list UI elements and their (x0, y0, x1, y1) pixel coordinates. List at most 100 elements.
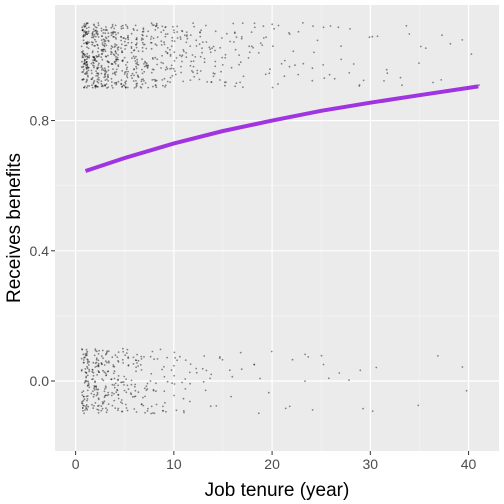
data-point (92, 28, 95, 31)
data-point (92, 56, 95, 59)
data-point (135, 411, 138, 413)
data-point (107, 394, 110, 396)
data-point (120, 401, 122, 403)
data-point (93, 23, 95, 26)
data-point (174, 357, 177, 359)
data-point (166, 380, 169, 383)
data-point (102, 402, 105, 404)
data-point (175, 57, 178, 59)
data-point (144, 411, 147, 414)
data-point (185, 52, 188, 54)
data-point (121, 24, 124, 27)
data-point (92, 61, 94, 64)
data-point (151, 79, 154, 81)
data-point (120, 47, 122, 49)
data-point (86, 55, 89, 58)
data-point (104, 42, 106, 45)
data-point (106, 60, 109, 63)
data-point (337, 26, 340, 29)
data-point (127, 364, 130, 367)
data-point (115, 52, 118, 55)
data-point (478, 84, 481, 86)
data-point (102, 38, 105, 41)
data-point (206, 81, 209, 83)
data-point (120, 79, 123, 81)
data-point (156, 358, 159, 360)
data-point (139, 363, 142, 366)
data-point (176, 31, 179, 33)
data-point (164, 26, 167, 28)
data-point (95, 385, 97, 388)
data-point (113, 386, 116, 389)
data-point (136, 63, 139, 66)
data-point (81, 56, 84, 59)
data-point (142, 30, 145, 33)
data-point (83, 33, 85, 36)
data-point (135, 43, 137, 46)
data-point (214, 49, 216, 52)
data-point (93, 24, 95, 27)
data-point (117, 359, 119, 362)
data-point (94, 45, 96, 47)
data-point (83, 86, 86, 89)
data-point (173, 394, 176, 397)
data-point (85, 58, 88, 61)
data-point (122, 362, 125, 364)
y-tick-label: 0.8 (30, 113, 50, 129)
data-point (140, 78, 143, 81)
data-point (121, 85, 124, 88)
data-point (233, 31, 236, 34)
data-point (103, 76, 106, 79)
data-point (174, 70, 176, 72)
data-point (146, 382, 149, 385)
data-point (100, 85, 103, 88)
data-point (98, 62, 100, 65)
data-point (82, 65, 85, 68)
data-point (85, 73, 87, 75)
data-point (101, 52, 103, 55)
data-point (145, 65, 148, 67)
data-point (124, 44, 126, 47)
data-point (104, 70, 106, 73)
data-point (93, 65, 96, 67)
data-point (96, 30, 99, 33)
data-point (83, 62, 86, 65)
data-point (359, 369, 362, 372)
data-point (240, 37, 243, 40)
data-point (209, 405, 212, 408)
data-point (165, 50, 167, 53)
data-point (110, 81, 113, 83)
data-point (120, 25, 123, 28)
data-point (288, 65, 291, 68)
data-point (162, 410, 164, 412)
data-point (181, 381, 184, 384)
data-point (94, 60, 97, 62)
data-point (86, 61, 88, 63)
data-point (114, 36, 117, 39)
data-point (219, 79, 221, 81)
data-point (82, 78, 85, 80)
data-point (134, 383, 137, 386)
data-point (183, 34, 186, 37)
data-point (271, 86, 274, 89)
data-point (86, 46, 88, 49)
data-point (338, 372, 341, 374)
data-point (80, 66, 83, 68)
data-point (83, 54, 86, 57)
data-point (203, 57, 206, 60)
data-point (126, 86, 129, 89)
fit-curve (84, 84, 479, 173)
data-point (399, 76, 402, 79)
data-point (106, 60, 109, 62)
data-point (142, 43, 145, 46)
data-point (122, 350, 125, 353)
data-point (140, 86, 143, 89)
data-point (142, 28, 145, 31)
data-point (98, 371, 100, 373)
data-point (117, 379, 119, 382)
data-point (112, 364, 115, 366)
data-point (135, 359, 138, 362)
data-point (150, 47, 153, 50)
data-point (104, 73, 106, 76)
data-point (209, 48, 212, 51)
